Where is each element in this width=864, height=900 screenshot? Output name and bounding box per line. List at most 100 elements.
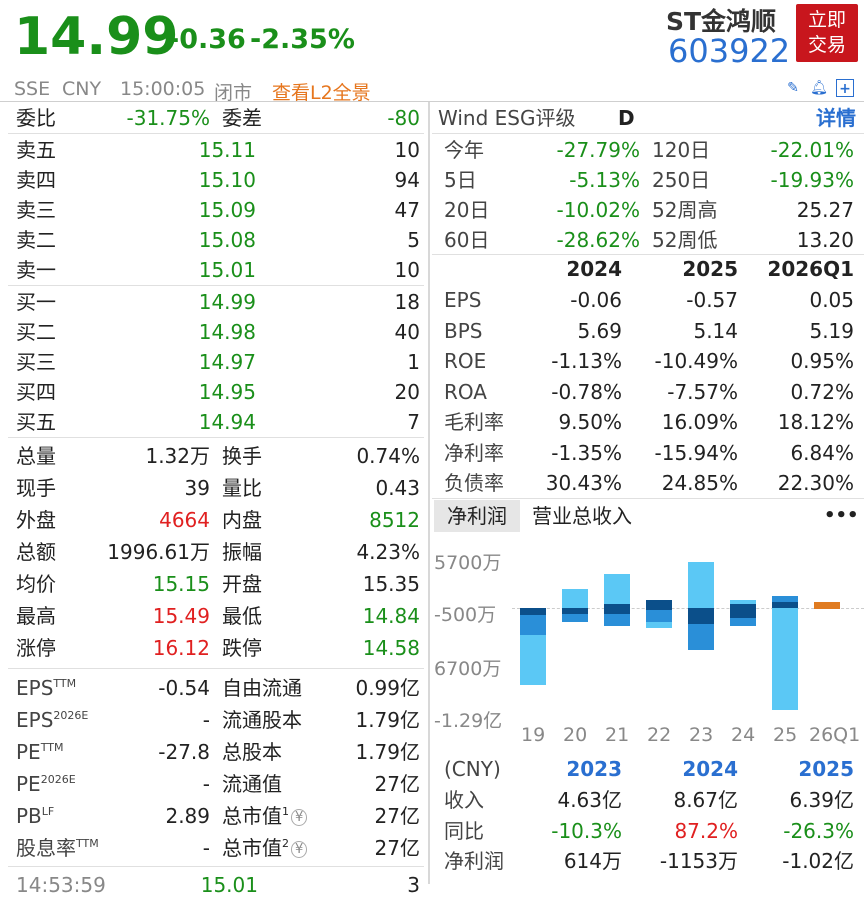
trade-button-line2: 交易 [807, 34, 846, 56]
annual-label: 收入 [444, 788, 484, 812]
level-volume: 47 [394, 198, 420, 222]
valuation-label-text: 流通股本 [222, 708, 302, 732]
stat-label: 均价 [16, 572, 56, 596]
valuation-value: 1.79亿 [355, 740, 420, 764]
annual-header: (CNY) 2023 2024 2025 [432, 754, 864, 784]
fin-table-header: 2024 2025 2026Q1 [432, 254, 864, 284]
edit-icon[interactable]: ✎ [787, 80, 799, 96]
annual-label: 净利润 [444, 849, 504, 873]
bar-segment [646, 600, 672, 610]
diff-value: -80 [387, 106, 420, 130]
l2-view-link[interactable]: 查看L2全景 [272, 82, 371, 104]
tick-volume: 3 [407, 873, 420, 897]
more-icon[interactable]: ••• [824, 505, 859, 526]
stat-value: 15.35 [362, 572, 420, 596]
bell-icon[interactable]: 🔔︎ [810, 80, 828, 96]
level-volume: 94 [394, 168, 420, 192]
stat-label: 总额 [16, 540, 56, 564]
valuation-row: 股息率TTM - 总市值2 ¥27亿 [0, 832, 428, 864]
trade-button[interactable]: 立即 交易 [796, 4, 858, 62]
level-label: 买五 [16, 410, 56, 434]
performance-label: 250日 [652, 168, 711, 192]
x-tick-label: 21 [605, 724, 630, 746]
bar-segment [730, 600, 756, 604]
yen-icon[interactable]: ¥ [291, 809, 308, 826]
bar-segment [772, 602, 798, 608]
fin-value: -1.35% [551, 440, 622, 465]
fin-value: 0.95% [790, 349, 854, 373]
ask-row: 卖五 15.11 10 [0, 135, 428, 165]
x-tick-label: 25 [773, 724, 798, 746]
valuation-row: PE2026E - 流通值 27亿 [0, 768, 428, 800]
level-price: 15.11 [198, 138, 256, 162]
fin-value: 16.09% [661, 410, 738, 434]
stat-row: 外盘 4664 内盘 8512 [0, 504, 428, 536]
performance-label: 120日 [652, 138, 711, 162]
price-change: -0.36 [168, 24, 246, 55]
fin-value: -15.94% [654, 440, 738, 465]
stat-label: 最高 [16, 604, 56, 628]
bar-segment [604, 574, 630, 604]
performance-label: 60日 [444, 228, 490, 252]
tick-time: 14:53:59 [16, 873, 106, 897]
level-price: 14.98 [198, 320, 256, 344]
performance-row: 20日 -10.02% 52周高 25.27 [432, 195, 864, 225]
bar-segment [688, 608, 714, 624]
stat-value: 39 [184, 476, 210, 500]
tab-net-profit[interactable]: 净利润 [434, 500, 520, 532]
valuation-row: EPSTTM -0.54 自由流通 0.99亿 [0, 672, 428, 704]
valuation-value: 2.89 [165, 804, 210, 828]
valuation-value: 27亿 [374, 836, 420, 860]
esg-detail-link[interactable]: 详情 [816, 106, 856, 130]
bar-segment [772, 596, 798, 602]
ask-row: 卖二 15.08 5 [0, 225, 428, 255]
valuation-label-sup: TTM [53, 677, 77, 690]
fin-value: 30.43% [545, 471, 622, 495]
add-icon[interactable]: + [836, 79, 854, 97]
valuation-label-text: 股息率 [16, 836, 76, 860]
update-time: 15:00:05 [120, 78, 206, 100]
annual-value: -1.02亿 [782, 849, 854, 873]
stat-label: 跌停 [222, 636, 262, 660]
valuation-label: 流通值 [222, 768, 282, 800]
stat-value: 4664 [159, 508, 210, 532]
fin-value: -0.06 [570, 288, 622, 312]
ask-row: 卖三 15.09 47 [0, 195, 428, 225]
bar-segment [520, 635, 546, 685]
stat-label: 涨停 [16, 636, 56, 660]
valuation-label: EPSTTM [16, 672, 76, 704]
valuation-value: -0.54 [158, 676, 210, 700]
fin-value: 22.30% [777, 471, 854, 495]
market-status: 闭市 [214, 82, 253, 104]
bid-row: 买二 14.98 40 [0, 317, 428, 347]
tab-revenue[interactable]: 营业总收入 [532, 504, 632, 528]
fin-row: ROA -0.78% -7.57% 0.72% [432, 377, 864, 407]
bar-segment [730, 604, 756, 618]
level-label: 卖二 [16, 228, 56, 252]
annual-value: 4.63亿 [557, 788, 622, 812]
diff-label: 委差 [222, 106, 262, 130]
y-tick-label: 5700万 [434, 552, 502, 574]
annual-value: 8.67亿 [673, 788, 738, 812]
y-tick-label: -1.29亿 [434, 710, 503, 732]
yen-icon[interactable]: ¥ [291, 841, 308, 858]
performance-value: -5.13% [569, 168, 640, 192]
bid-row: 买三 14.97 1 [0, 347, 428, 377]
fin-value: -0.78% [551, 379, 622, 404]
valuation-label-sup: 2026E [40, 773, 76, 786]
tick-price: 15.01 [200, 873, 258, 897]
trade-button-line1: 立即 [807, 9, 846, 31]
level-price: 14.99 [198, 290, 256, 314]
level-price: 14.95 [198, 380, 256, 404]
stat-label: 换手 [222, 444, 262, 468]
stat-value: 14.58 [362, 636, 420, 660]
valuation-value: 1.79亿 [355, 708, 420, 732]
valuation-label-sup: 1 [282, 805, 289, 818]
fin-value: 24.85% [661, 471, 738, 495]
level-price: 14.97 [198, 350, 256, 374]
valuation-label: 总市值2 ¥ [222, 832, 308, 868]
level-volume: 20 [394, 380, 420, 404]
fin-label: ROA [444, 379, 487, 404]
level-volume: 1 [407, 350, 420, 374]
level-volume: 18 [394, 290, 420, 314]
